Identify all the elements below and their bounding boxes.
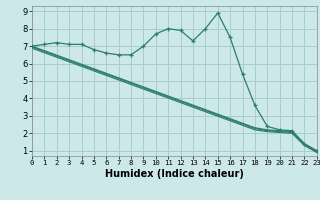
X-axis label: Humidex (Indice chaleur): Humidex (Indice chaleur) [105,169,244,179]
